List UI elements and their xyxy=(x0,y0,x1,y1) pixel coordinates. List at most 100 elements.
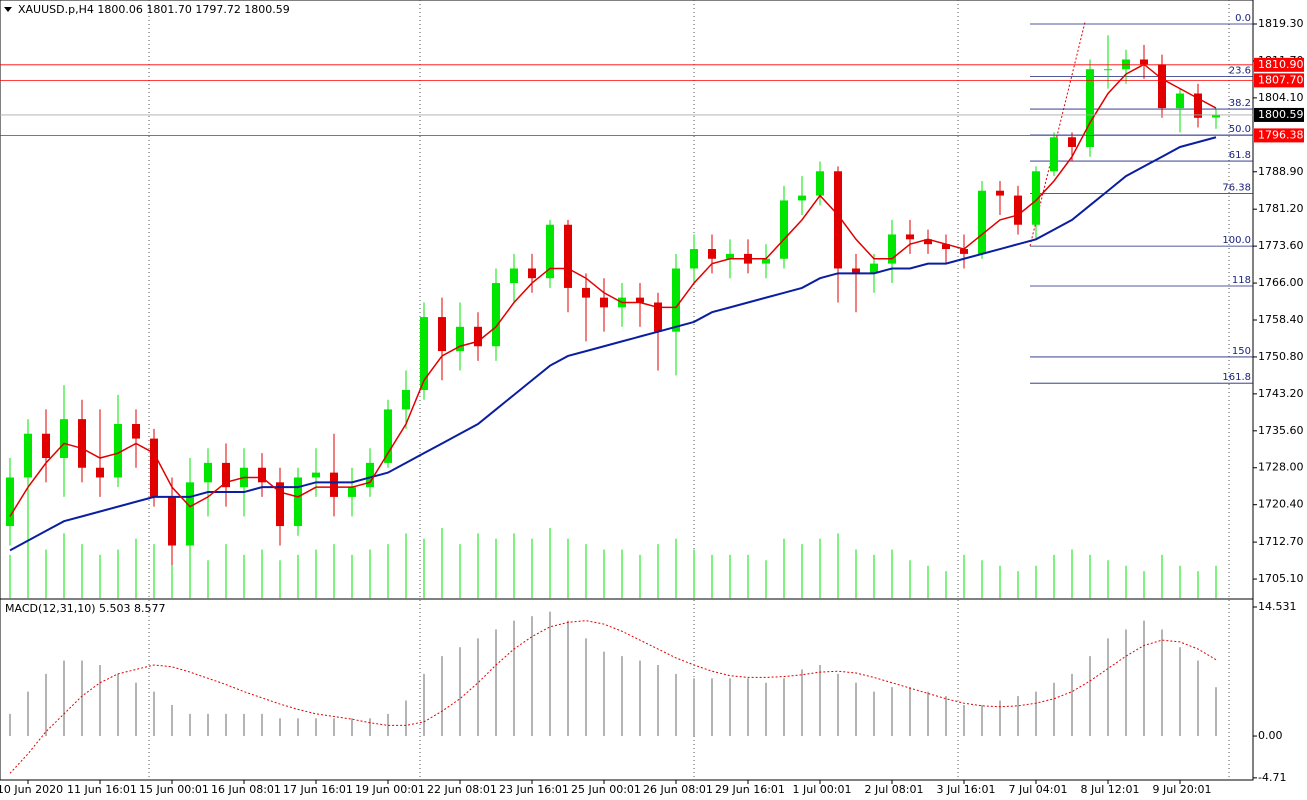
candle-body xyxy=(1032,171,1040,225)
candle-body xyxy=(1104,69,1112,71)
y-tick-label: 1728.00 xyxy=(1258,461,1304,474)
price-tag-label: 1796.38 xyxy=(1258,128,1304,141)
candle-body xyxy=(978,190,986,254)
candle-body xyxy=(1194,93,1202,118)
candle-body xyxy=(852,268,860,274)
x-tick-label: 17 Jun 16:01 xyxy=(283,783,353,796)
candle-body xyxy=(330,472,338,497)
candle-body xyxy=(1086,69,1094,147)
candle-body xyxy=(1068,137,1076,147)
candle-body xyxy=(942,244,950,250)
fib-label: 118 xyxy=(1232,275,1251,286)
candle-body xyxy=(294,477,302,527)
candle-body xyxy=(1014,195,1022,225)
candle-body xyxy=(888,234,896,264)
candle-body xyxy=(150,438,158,497)
fib-label: 0.0 xyxy=(1235,13,1251,24)
fib-label: 161.8 xyxy=(1222,372,1251,383)
y-tick-label: 1705.10 xyxy=(1258,572,1304,585)
candle-body xyxy=(654,302,662,332)
candle-body xyxy=(582,287,590,298)
moving-average xyxy=(9,136,1217,552)
fib-trendline xyxy=(1029,21,1086,247)
candle-body xyxy=(870,263,878,274)
price-tag-label: 1810.90 xyxy=(1258,58,1304,71)
y-tick-label: -4.71 xyxy=(1258,771,1286,784)
y-tick-label: 1750.80 xyxy=(1258,350,1304,363)
y-tick-label: 1819.30 xyxy=(1258,17,1304,30)
price-tag-label: 1807.70 xyxy=(1258,73,1304,86)
candle-body xyxy=(384,409,392,463)
candle-body xyxy=(204,462,212,483)
y-tick-label: 1788.90 xyxy=(1258,165,1304,178)
x-tick-label: 15 Jun 00:01 xyxy=(139,783,209,796)
candle-body xyxy=(132,424,140,439)
y-tick-label: 1804.10 xyxy=(1258,91,1304,104)
candle-body xyxy=(258,467,266,483)
candle-body xyxy=(708,249,716,259)
x-tick-label: 1 Jul 00:01 xyxy=(793,783,852,796)
candle-body xyxy=(1158,64,1166,109)
y-tick-label: 1735.60 xyxy=(1258,424,1304,437)
x-tick-label: 11 Jun 16:01 xyxy=(67,783,137,796)
price-tag-label: 1800.59 xyxy=(1258,108,1304,121)
y-tick-label: 1743.20 xyxy=(1258,387,1304,400)
candle-body xyxy=(456,326,464,352)
candle-body xyxy=(996,190,1004,196)
y-tick-label: 1766.00 xyxy=(1258,276,1304,289)
candle-body xyxy=(348,487,356,497)
fib-label: 150 xyxy=(1232,346,1251,357)
plot-frame xyxy=(0,0,1254,781)
y-tick-label: 1773.60 xyxy=(1258,239,1304,252)
fib-label: 61.8 xyxy=(1229,150,1251,161)
candle-body xyxy=(816,171,824,196)
price-tag xyxy=(1254,57,1304,72)
candle-body xyxy=(114,424,122,478)
y-tick-label: 14.531 xyxy=(1258,600,1297,613)
x-tick-label: 22 Jun 08:01 xyxy=(427,783,497,796)
candle-body xyxy=(672,268,680,332)
fib-label: 76.38 xyxy=(1222,183,1251,194)
candle-body xyxy=(1140,59,1148,65)
price-tag xyxy=(1254,107,1304,122)
candle-body xyxy=(510,268,518,284)
candle-body xyxy=(1212,114,1220,118)
candle-body xyxy=(636,297,644,303)
candle-body xyxy=(906,234,914,240)
candle-body xyxy=(78,419,86,468)
candle-body xyxy=(798,195,806,201)
x-tick-label: 9 Jul 20:01 xyxy=(1153,783,1212,796)
candle-body xyxy=(168,496,176,546)
candle-body xyxy=(60,419,68,459)
x-tick-label: 3 Jul 16:01 xyxy=(937,783,996,796)
moving-average xyxy=(9,63,1217,517)
candle-body xyxy=(474,326,482,347)
candle-body xyxy=(438,317,446,352)
price-tag xyxy=(1254,73,1304,88)
candle-body xyxy=(492,283,500,347)
candle-body xyxy=(690,249,698,269)
candle-body xyxy=(600,297,608,308)
candle-body xyxy=(564,224,572,288)
y-tick-label: 1758.40 xyxy=(1258,313,1304,326)
fib-label: 50.0 xyxy=(1229,124,1251,135)
candle-body xyxy=(420,317,428,390)
x-tick-label: 10 Jun 2020 xyxy=(0,783,63,796)
x-tick-label: 29 Jun 16:01 xyxy=(715,783,785,796)
candle-body xyxy=(780,200,788,259)
x-tick-label: 23 Jun 16:01 xyxy=(499,783,569,796)
candle-body xyxy=(546,224,554,279)
symbol-header: XAUUSD.p,H4 1800.06 1801.70 1797.72 1800… xyxy=(18,3,290,16)
x-tick-label: 26 Jun 08:01 xyxy=(643,783,713,796)
candle-body xyxy=(1122,59,1130,70)
y-tick-label: 1781.20 xyxy=(1258,202,1304,215)
candle-body xyxy=(834,171,842,269)
menu-triangle[interactable] xyxy=(4,7,12,12)
macd-signal xyxy=(9,620,1217,774)
x-tick-label: 16 Jun 08:01 xyxy=(211,783,281,796)
x-tick-label: 7 Jul 04:01 xyxy=(1009,783,1068,796)
candle-body xyxy=(6,477,14,527)
candle-body xyxy=(402,389,410,410)
candle-body xyxy=(366,462,374,488)
